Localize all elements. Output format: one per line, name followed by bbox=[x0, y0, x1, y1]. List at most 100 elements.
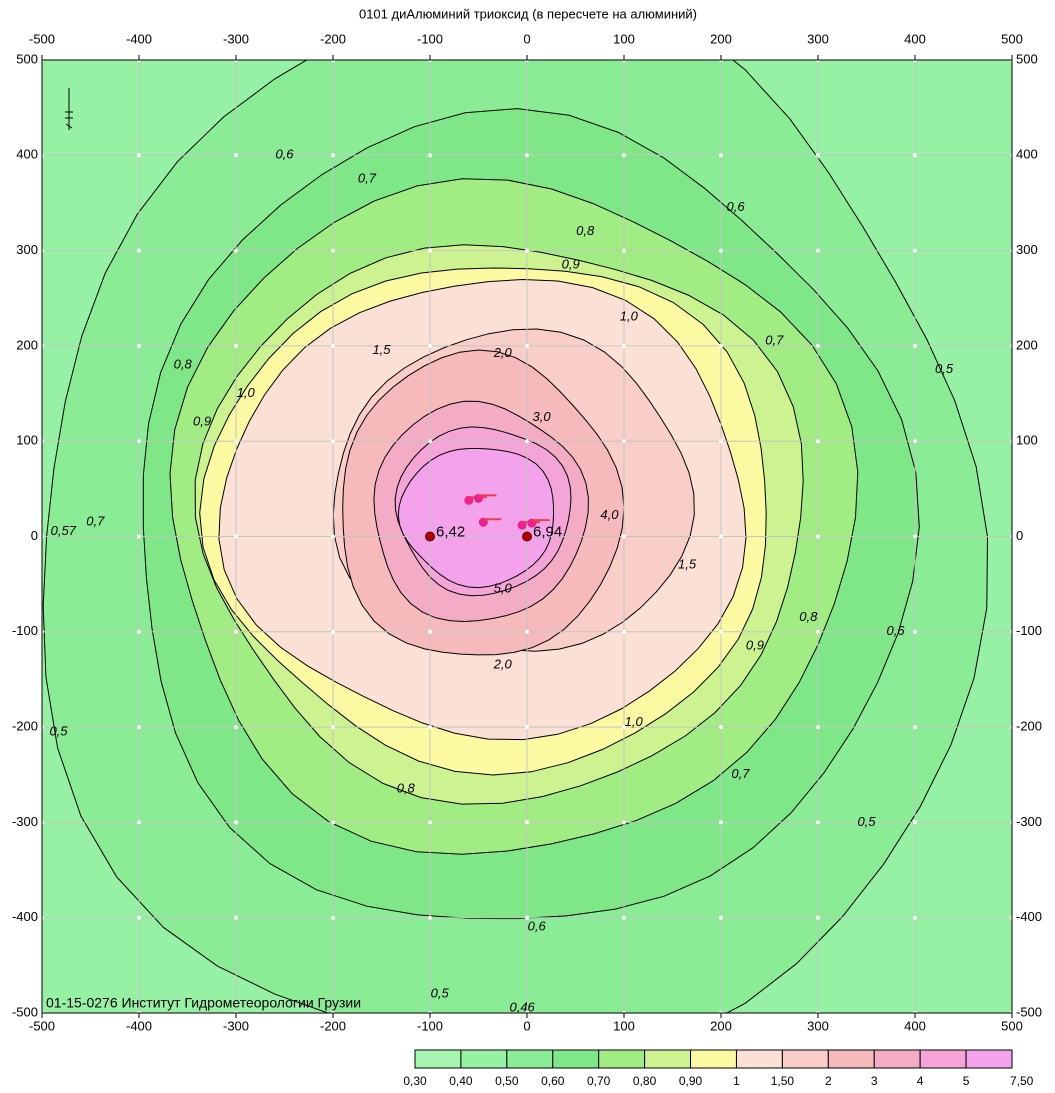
grid-node bbox=[428, 725, 432, 730]
grid-node bbox=[622, 248, 626, 253]
legend-swatch bbox=[644, 1049, 692, 1069]
legend-swatch bbox=[414, 1049, 462, 1069]
grid-node bbox=[331, 439, 335, 444]
grid-node bbox=[234, 629, 238, 634]
grid-node bbox=[137, 820, 141, 825]
grid-node bbox=[913, 629, 917, 634]
contour-label: 0,7 bbox=[86, 514, 105, 529]
north-arrow bbox=[65, 88, 73, 130]
legend-label: 0,80 bbox=[633, 1074, 657, 1088]
legend-label: 2 bbox=[825, 1074, 832, 1088]
contour-label: 2,0 bbox=[493, 345, 513, 360]
y-tick-label-left: 400 bbox=[16, 147, 38, 162]
grid-node bbox=[913, 153, 917, 158]
legend-label: 1 bbox=[733, 1074, 740, 1088]
grid-node bbox=[234, 248, 238, 253]
contour-label: 0,7 bbox=[358, 171, 377, 186]
plot: 0,6 0,7 0,8 0,9 1,0 1,5 2,0 0,7 0,5 0,6 0,8 1,0 0,9 3… bbox=[42, 60, 1012, 1013]
grid-node bbox=[719, 629, 723, 634]
y-tick-label-left: -200 bbox=[12, 719, 38, 734]
y-tick-label-right: 500 bbox=[1016, 51, 1038, 66]
y-tick-label-left: 200 bbox=[16, 337, 38, 352]
grid-node bbox=[234, 725, 238, 730]
y-tick-label-left: -500 bbox=[12, 1004, 38, 1019]
legend-swatch bbox=[735, 1049, 783, 1069]
grid-node bbox=[331, 820, 335, 825]
grid-node bbox=[816, 915, 820, 920]
x-tick-label-bottom: -100 bbox=[417, 1018, 443, 1033]
contour-label: 0,9 bbox=[193, 414, 211, 429]
grid-node bbox=[816, 534, 820, 539]
grid-node bbox=[525, 915, 529, 920]
legend-label: 0,30 bbox=[403, 1074, 427, 1088]
grid-node bbox=[719, 725, 723, 730]
x-tick-label-bottom: 300 bbox=[807, 1018, 829, 1033]
grid-node bbox=[816, 725, 820, 730]
x-tick-label-top: 100 bbox=[613, 31, 635, 46]
y-tick-label-left: -300 bbox=[12, 814, 38, 829]
grid-node bbox=[525, 343, 529, 348]
grid-node bbox=[234, 915, 238, 920]
grid-node bbox=[622, 820, 626, 825]
max-point bbox=[425, 531, 435, 542]
grid-node bbox=[428, 343, 432, 348]
grid-node bbox=[428, 629, 432, 634]
x-tick-label-bottom: 500 bbox=[1001, 1018, 1023, 1033]
contour-label: 0,5 bbox=[49, 723, 68, 738]
x-tick-label-top: -400 bbox=[126, 31, 152, 46]
grid-node bbox=[816, 629, 820, 634]
contour-label: 1,5 bbox=[372, 342, 391, 357]
y-tick-label-right: -400 bbox=[1016, 909, 1042, 924]
x-tick-label-top: 400 bbox=[904, 31, 926, 46]
grid-node bbox=[622, 439, 626, 444]
contour-label: 0,9 bbox=[562, 256, 580, 271]
grid-node bbox=[331, 725, 335, 730]
grid-node bbox=[331, 915, 335, 920]
contour-label: 0,8 bbox=[799, 609, 818, 624]
contour-label: 0,6 bbox=[528, 919, 547, 934]
legend-label: 0,40 bbox=[449, 1074, 473, 1088]
contour-label: 1,5 bbox=[678, 557, 697, 572]
grid-node bbox=[622, 534, 626, 539]
x-tick-label-top: -500 bbox=[29, 31, 55, 46]
y-tick-label-right: -300 bbox=[1016, 814, 1042, 829]
grid-node bbox=[525, 153, 529, 158]
x-tick-label-top: -100 bbox=[417, 31, 443, 46]
grid-node bbox=[234, 439, 238, 444]
grid-node bbox=[719, 248, 723, 253]
y-tick-label-right: 400 bbox=[1016, 147, 1038, 162]
legend-label: 0,90 bbox=[679, 1074, 703, 1088]
legend-swatch bbox=[965, 1049, 1013, 1069]
grid-node bbox=[137, 153, 141, 158]
contour-label: 3,0 bbox=[533, 409, 552, 424]
legend-swatch bbox=[690, 1049, 737, 1069]
grid-node bbox=[622, 343, 626, 348]
grid-node bbox=[137, 534, 141, 539]
grid-node bbox=[525, 439, 529, 444]
grid-node bbox=[719, 343, 723, 348]
grid-node bbox=[719, 915, 723, 920]
x-tick-label-bottom: -300 bbox=[223, 1018, 249, 1033]
contour-label: 1,0 bbox=[620, 309, 639, 324]
contour bbox=[397, 448, 554, 589]
contour-label: 0,6 bbox=[275, 147, 294, 162]
contour-label: 0,57 bbox=[51, 523, 77, 538]
contour-label: 0,5 bbox=[935, 361, 954, 376]
grid-node bbox=[816, 439, 820, 444]
grid-node bbox=[719, 820, 723, 825]
max-point-label: 6,94 bbox=[533, 523, 562, 540]
y-tick-label-left: 0 bbox=[31, 528, 38, 543]
legend-label: 3 bbox=[871, 1074, 878, 1088]
contour-label: 0,5 bbox=[857, 814, 876, 829]
contour-label: 0,7 bbox=[765, 333, 784, 348]
grid-node bbox=[137, 915, 141, 920]
legend-label: 0,60 bbox=[541, 1074, 565, 1088]
grid-node bbox=[428, 248, 432, 253]
y-tick-label-left: 500 bbox=[16, 51, 38, 66]
grid-node bbox=[525, 629, 529, 634]
legend-swatch bbox=[873, 1049, 921, 1069]
contour-label: 1,0 bbox=[625, 714, 644, 729]
x-tick-label-bottom: -500 bbox=[29, 1018, 55, 1033]
grid-node bbox=[137, 343, 141, 348]
